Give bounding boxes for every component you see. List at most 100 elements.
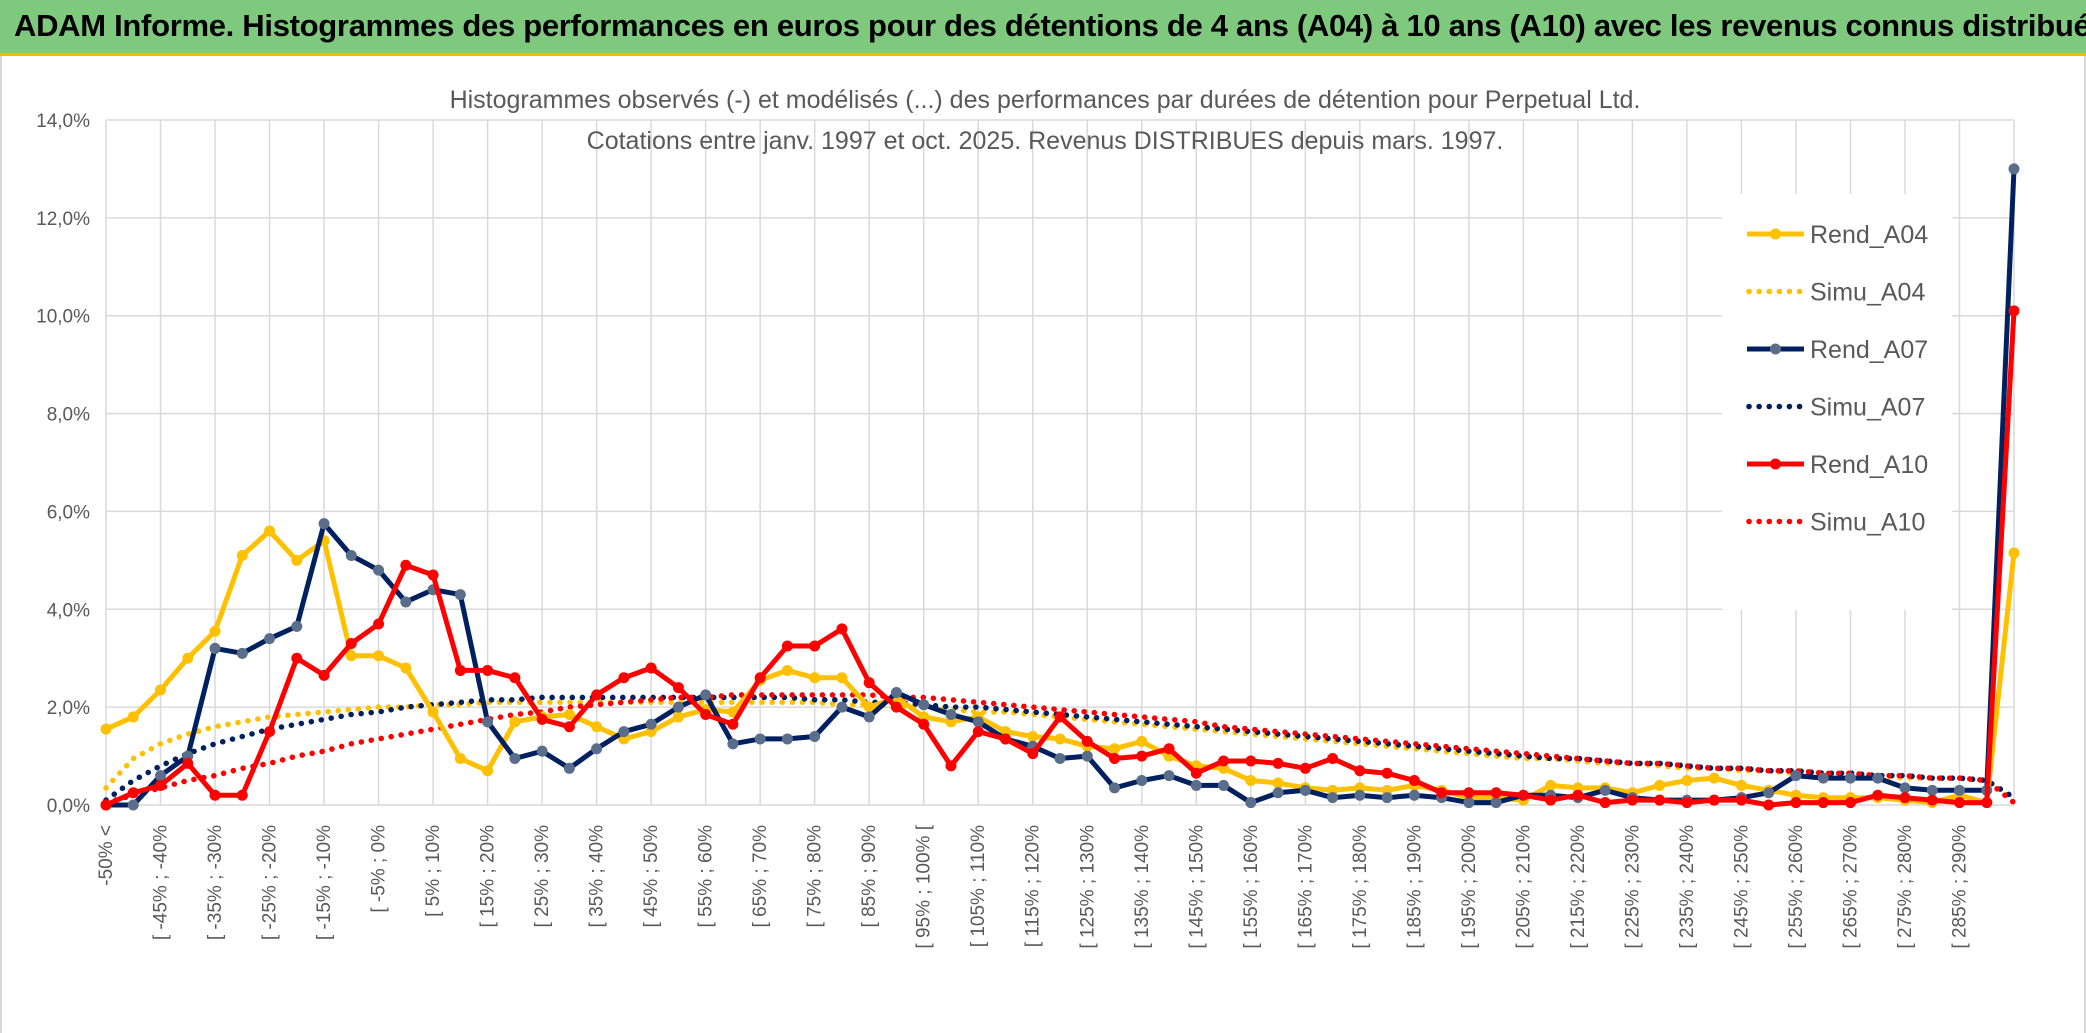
data-point (127, 787, 139, 799)
data-point (1572, 789, 1584, 801)
x-tick-label: [ 165% ; 170% (1295, 825, 1316, 949)
data-point (1272, 787, 1284, 799)
y-tick-label: 14,0% (36, 111, 90, 132)
data-point (482, 664, 494, 676)
chart-title-line: Cotations entre janv. 1997 et oct. 2025.… (587, 127, 1504, 155)
data-point (264, 525, 276, 537)
data-point (454, 664, 466, 676)
data-point (1545, 794, 1557, 806)
data-point (127, 799, 139, 811)
data-point (1926, 784, 1938, 796)
data-point (563, 762, 575, 774)
legend-marker (1770, 343, 1781, 355)
data-point (1844, 797, 1856, 809)
data-point (1790, 797, 1802, 809)
data-point (781, 640, 793, 652)
x-tick-label: [ 15% ; 20% (478, 825, 499, 928)
data-point (1163, 743, 1175, 755)
data-point (1599, 784, 1611, 796)
data-point (727, 718, 739, 730)
data-point (1763, 799, 1775, 811)
data-point (509, 672, 521, 684)
data-point (1953, 797, 1965, 809)
x-tick-label: [ 115% ; 120% (1023, 825, 1044, 947)
data-point (1218, 779, 1230, 791)
data-point (536, 745, 548, 757)
data-point (155, 684, 167, 696)
data-point (1463, 797, 1475, 809)
data-point (1899, 782, 1911, 794)
series-layer (100, 163, 2020, 811)
data-point (345, 638, 357, 650)
data-point (1517, 789, 1529, 801)
data-point (209, 642, 221, 654)
data-point (454, 753, 466, 765)
data-point (972, 726, 984, 738)
data-point (2008, 163, 2020, 175)
data-point (400, 596, 412, 608)
x-tick-label: [ 205% ; 210% (1513, 825, 1534, 949)
x-tick-label: [ 45% ; 50% (641, 825, 662, 928)
data-point (1626, 794, 1638, 806)
data-point (591, 743, 603, 755)
legend-label: Rend_A07 (1810, 336, 1928, 364)
data-point (1654, 794, 1666, 806)
data-point (563, 721, 575, 733)
grid (105, 119, 2015, 806)
data-point (1735, 794, 1747, 806)
data-point (1381, 792, 1393, 804)
x-tick-label: [ -35% ; -30% (205, 825, 226, 940)
x-tick-label: [ 5% ; 10% (423, 825, 444, 917)
legend-label: Simu_A10 (1810, 509, 1925, 537)
data-point (700, 689, 712, 701)
data-point (618, 672, 630, 684)
y-tick-label: 10,0% (36, 307, 90, 328)
data-point (1763, 787, 1775, 799)
chart-area: 0,0% 2,0% 4,0% 6,0% 8,0% 10,0% 12,0% 14,0% -50%… (0, 56, 2086, 1033)
data-point (1817, 797, 1829, 809)
y-tick-label: 2,0% (47, 698, 90, 719)
data-point (1926, 794, 1938, 806)
y-tick-label: 4,0% (47, 600, 90, 621)
data-point (1109, 753, 1121, 765)
legend-item-Simu_A04: Simu_A04 (1746, 279, 1925, 307)
legend-box (1722, 194, 1952, 610)
data-point (264, 633, 276, 645)
data-point (264, 726, 276, 738)
x-tick-label: [ 275% ; 280% (1895, 825, 1916, 949)
y-axis-ticks: 0,0% 2,0% 4,0% 6,0% 8,0% 10,0% 12,0% 14,0% (36, 111, 90, 817)
data-point (1327, 753, 1339, 765)
data-point (127, 711, 139, 723)
legend-item-Rend_A10: Rend_A10 (1747, 451, 1928, 479)
legend-item-Rend_A07: Rend_A07 (1747, 336, 1928, 364)
data-point (1163, 770, 1175, 782)
data-point (945, 708, 957, 720)
data-point (427, 569, 439, 581)
data-point (836, 623, 848, 635)
data-point (1408, 775, 1420, 787)
x-tick-label: [ -5% ; 0% (369, 825, 390, 913)
legend: Rend_A04 Simu_A04 Rend_A07 Simu_A07 Rend_A10… (1722, 194, 1952, 610)
data-point (100, 723, 112, 735)
data-point (509, 753, 521, 765)
legend-label: Simu_A07 (1810, 394, 1925, 422)
legend-item-Simu_A07: Simu_A07 (1746, 394, 1925, 422)
data-point (236, 549, 248, 561)
data-point (809, 672, 821, 684)
x-tick-label: [ 265% ; 270% (1840, 825, 1861, 949)
data-point (1081, 735, 1093, 747)
x-tick-label: [ 175% ; 180% (1350, 825, 1371, 949)
legend-label: Rend_A04 (1810, 221, 1928, 249)
data-point (972, 716, 984, 728)
y-tick-label: 12,0% (36, 209, 90, 230)
data-point (918, 718, 930, 730)
data-point (2008, 547, 2020, 559)
legend-item-Rend_A04: Rend_A04 (1747, 221, 1928, 249)
data-point (863, 711, 875, 723)
data-point (373, 564, 385, 576)
data-point (863, 677, 875, 689)
data-point (1081, 750, 1093, 762)
data-point (781, 664, 793, 676)
series-Simu_A10 (103, 692, 2017, 806)
legend-marker (1770, 458, 1781, 470)
